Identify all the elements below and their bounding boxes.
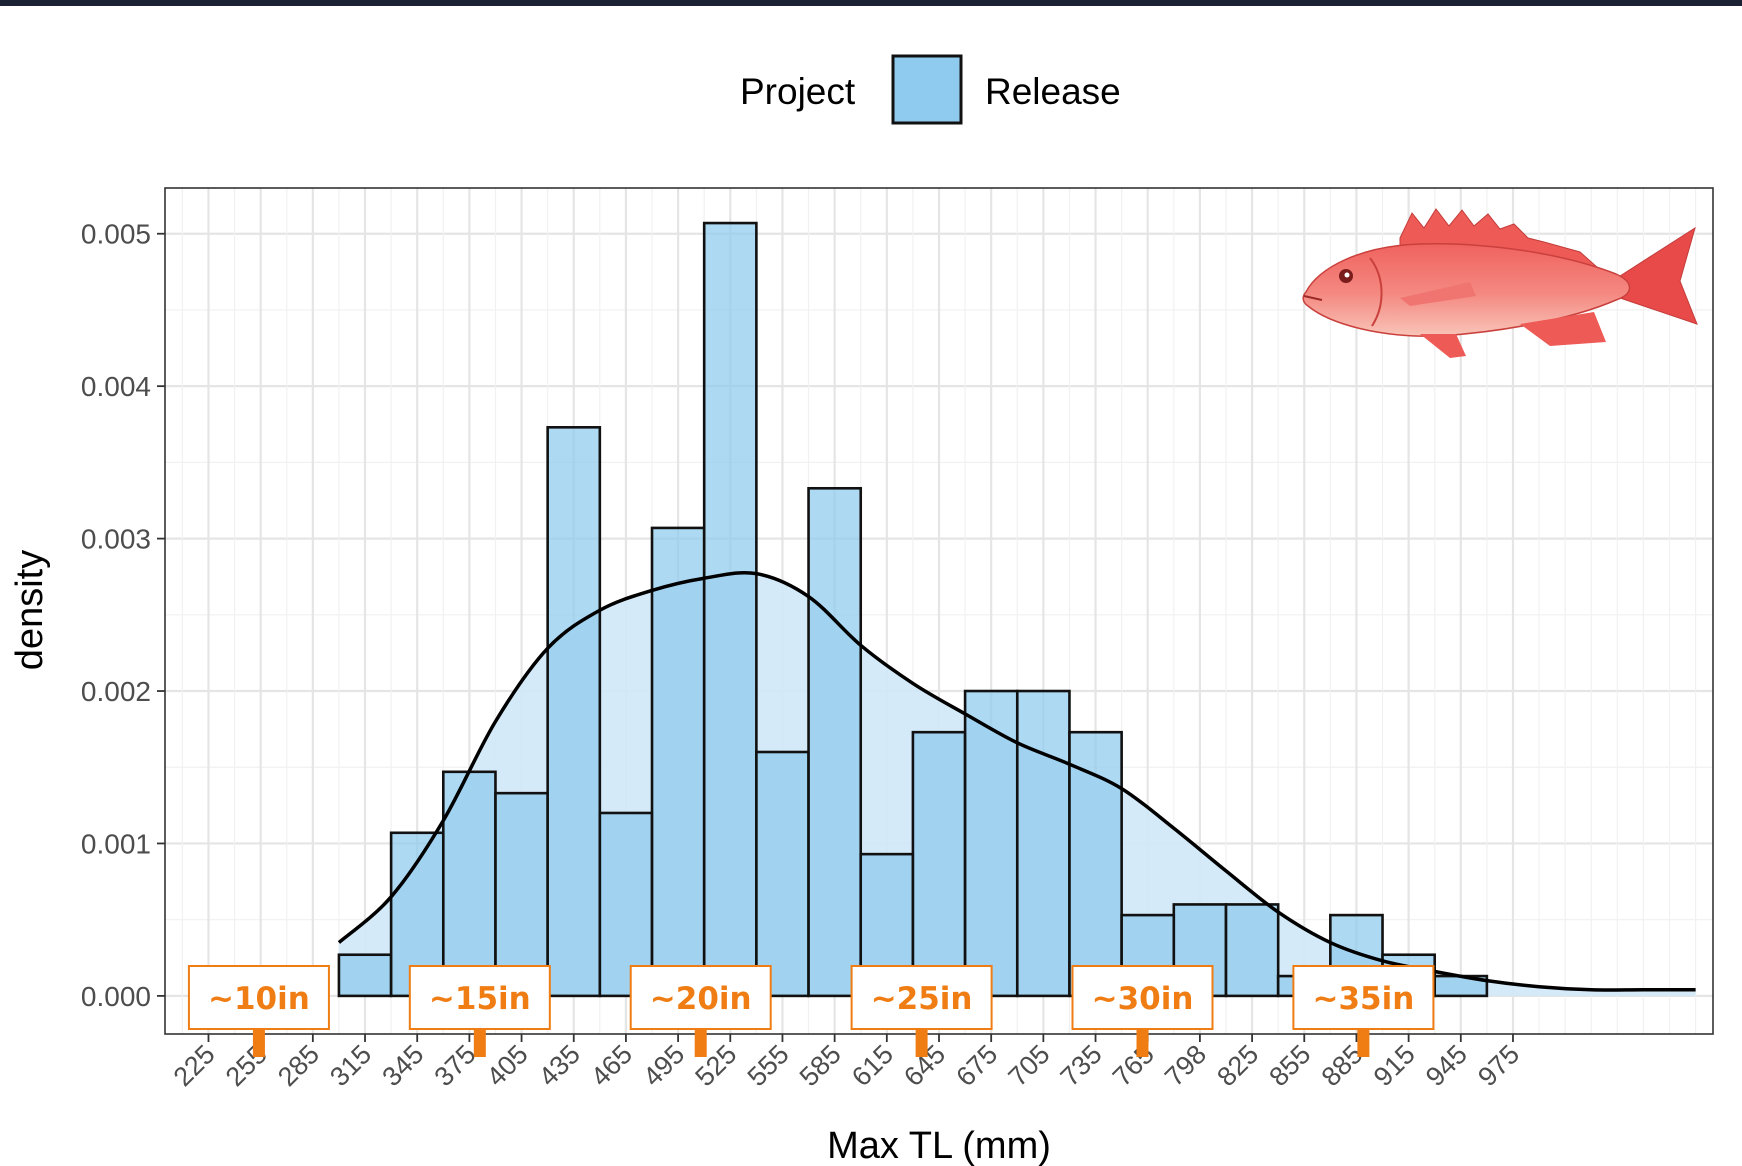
histogram-bar (702, 221, 758, 998)
callout-label: ~15in (429, 981, 531, 1017)
y-tick-label: 0.003 (81, 524, 151, 555)
x-tick-label: 915 (1368, 1039, 1421, 1092)
callout-15in: ~15in (408, 965, 551, 1057)
histogram-bar (650, 526, 706, 998)
histogram-bar (1015, 689, 1071, 998)
x-tick-label: 435 (533, 1039, 586, 1092)
x-tick-label: 798 (1159, 1039, 1212, 1092)
x-tick-label: 705 (1003, 1039, 1056, 1092)
callout-label: ~10in (208, 981, 310, 1017)
callout-marker (694, 1029, 707, 1057)
histogram-bar (911, 730, 967, 998)
histogram-bar (1068, 730, 1123, 998)
x-tick-label: 555 (742, 1039, 795, 1092)
callout-10in: ~10in (187, 965, 330, 1057)
callout-box (629, 965, 772, 1030)
callout-marker (915, 1029, 928, 1057)
x-tick-label: 495 (637, 1039, 690, 1092)
x-tick-label: 615 (846, 1039, 899, 1092)
x-tick-label: 765 (1107, 1039, 1160, 1092)
x-tick-label: 225 (168, 1039, 221, 1092)
x-tick-label: 825 (1211, 1039, 1264, 1092)
legend-swatch-release (891, 54, 963, 125)
callout-25in: ~25in (850, 965, 993, 1057)
callout-marker (1136, 1029, 1149, 1057)
callout-box (1292, 965, 1435, 1030)
red-snapper-fish-illustration (1302, 208, 1698, 358)
density-curve (337, 570, 1696, 992)
callout-marker (473, 1029, 486, 1057)
x-tick-label: 945 (1420, 1039, 1473, 1092)
callout-20in: ~20in (629, 965, 772, 1057)
legend: Project Release (740, 54, 1121, 125)
y-tick-label: 0.004 (81, 371, 151, 402)
x-tick-label: 585 (794, 1039, 847, 1092)
y-tick-label: 0.002 (81, 676, 151, 707)
x-tick-label: 375 (429, 1039, 482, 1092)
histogram-bar (755, 750, 810, 998)
x-tick-label: 855 (1263, 1039, 1316, 1092)
inch-callouts: ~10in ~15in ~20in ~25in ~30in ~35in (187, 965, 1435, 1057)
callout-35in: ~35in (1292, 965, 1435, 1057)
callout-marker (1357, 1029, 1370, 1057)
y-axis-title: density (9, 550, 51, 670)
histogram-bar (441, 770, 497, 998)
y-tick-label: 0.000 (81, 981, 151, 1012)
callout-label: ~30in (1092, 981, 1194, 1017)
x-tick-label: 315 (324, 1039, 377, 1092)
x-tick-label: 675 (950, 1039, 1003, 1092)
callout-marker (252, 1029, 265, 1057)
callout-box (850, 965, 993, 1030)
callout-30in: ~30in (1071, 965, 1214, 1057)
histogram-bar (963, 689, 1019, 998)
histogram-bar (1224, 903, 1280, 998)
callout-box (408, 965, 551, 1030)
y-tick-label: 0.001 (81, 828, 151, 859)
x-tick-label: 735 (1055, 1039, 1108, 1092)
x-axis-title: Max TL (mm) (827, 1125, 1051, 1166)
histogram-bar (546, 426, 602, 998)
x-tick-label: 465 (585, 1039, 638, 1092)
callout-label: ~20in (650, 981, 752, 1017)
legend-label-release: Release (985, 71, 1121, 112)
legend-title: Project (740, 71, 856, 112)
callout-label: ~35in (1312, 981, 1414, 1017)
x-axis: 225 255 285 315 345 375 405 435 465 495 525 555 585 6… (168, 1034, 1525, 1092)
x-tick-label: 255 (220, 1039, 273, 1092)
histogram-chart: Project Release 0.0000.0010.0020.0030.00… (9, 54, 1714, 1166)
x-tick-label: 405 (481, 1039, 534, 1092)
histogram-bar (807, 486, 863, 998)
y-axis: 0.000 0.001 0.002 0.003 0.004 0.005 (81, 219, 165, 1012)
x-tick-label: 345 (376, 1039, 429, 1092)
x-tick-label: 975 (1472, 1039, 1525, 1092)
y-tick-label: 0.005 (81, 219, 151, 250)
callout-label: ~25in (871, 981, 973, 1017)
histogram-bar (337, 953, 393, 998)
x-tick-label: 285 (272, 1039, 325, 1092)
callout-box (1071, 965, 1214, 1030)
chart-frame: Project Release 0.000 0.001 0.002 0.003 0.00… (0, 6, 1742, 1166)
